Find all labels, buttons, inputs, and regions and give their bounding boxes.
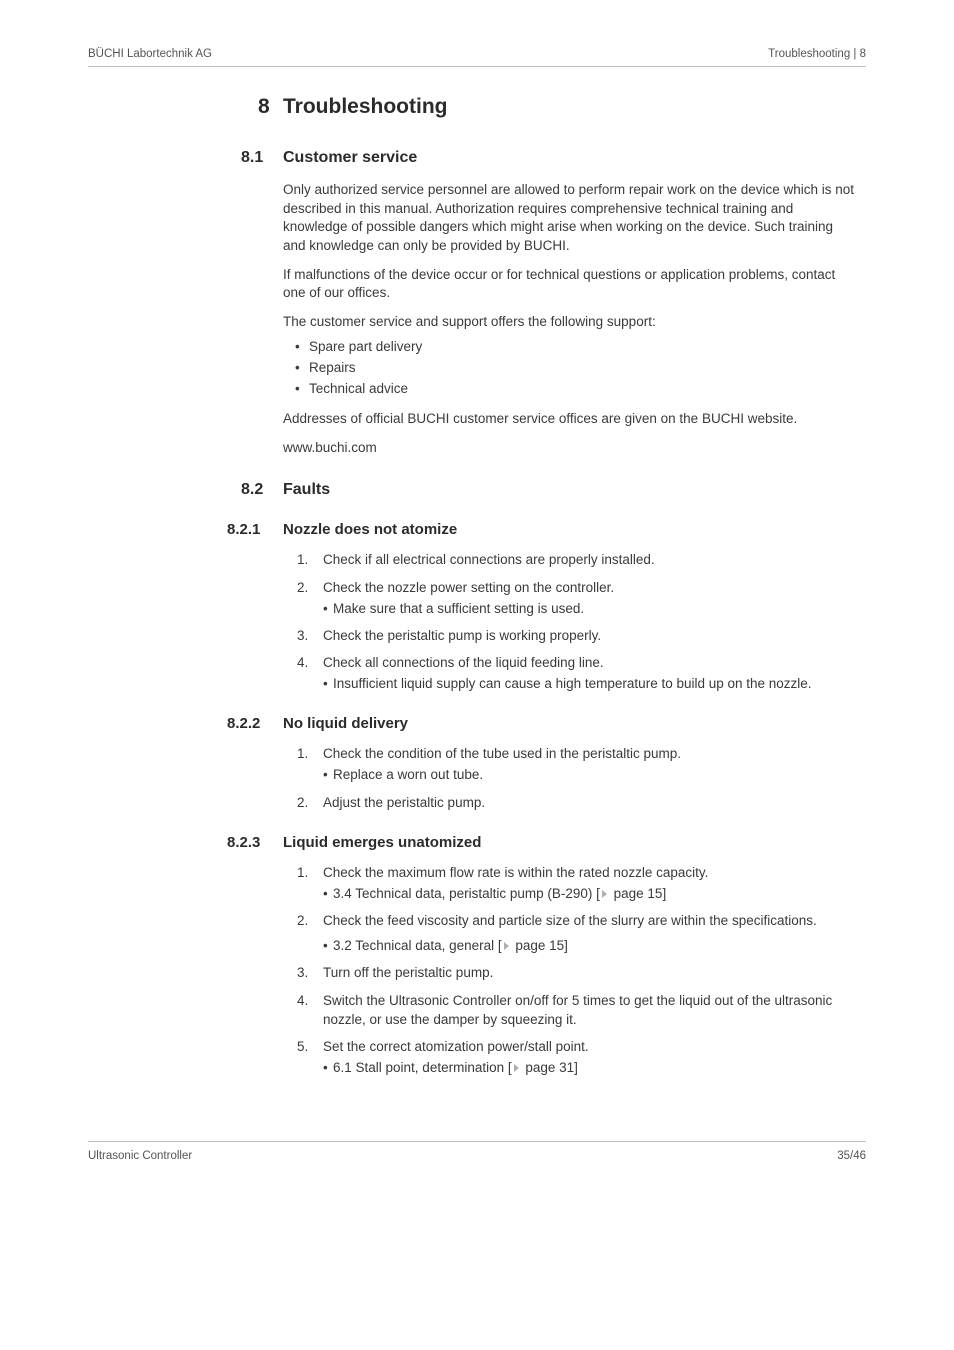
list-item: Technical advice xyxy=(297,379,856,400)
heading-3-title: Liquid emerges unatomized xyxy=(283,834,481,851)
list-item-text: Turn off the peristaltic pump. xyxy=(323,965,493,980)
sub-bullet: •Replace a worn out tube. xyxy=(323,765,856,784)
sub-bullet: • 6.1 Stall point, determination [ page … xyxy=(323,1058,856,1077)
heading-3-title: Nozzle does not atomize xyxy=(283,521,457,538)
footer-right: 35/46 xyxy=(837,1150,866,1162)
sub-bullet-text: Replace a worn out tube. xyxy=(333,765,483,784)
footer-left: Ultrasonic Controller xyxy=(88,1150,192,1162)
sub-bullet-text: Insufficient liquid supply can cause a h… xyxy=(333,674,812,693)
sub-bullet: • 3.2 Technical data, general [ page 15] xyxy=(323,936,856,955)
list-item: Adjust the peristaltic pump. xyxy=(297,793,856,812)
ref-text: page 15] xyxy=(610,886,666,901)
heading-2-title: Customer service xyxy=(283,149,417,167)
list-item: Check the peristaltic pump is working pr… xyxy=(297,626,856,645)
list-item: Check the feed viscosity and particle si… xyxy=(297,911,856,955)
ref-text: 3.4 Technical data, peristaltic pump (B-… xyxy=(333,886,600,901)
list-item: Spare part delivery xyxy=(297,337,856,358)
paragraph: The customer service and support offers … xyxy=(283,313,856,332)
cross-reference[interactable]: 3.4 Technical data, peristaltic pump (B-… xyxy=(333,884,666,903)
header-left: BÜCHI Labortechnik AG xyxy=(88,48,212,60)
heading-2-faults: 8.2 Faults xyxy=(241,481,856,499)
heading-3-number: 8.2.2 xyxy=(227,715,283,732)
cross-reference[interactable]: 6.1 Stall point, determination [ page 31… xyxy=(333,1058,578,1077)
heading-2-number: 8.1 xyxy=(241,149,283,167)
heading-2-title: Faults xyxy=(283,481,330,499)
list-item-text: Check the condition of the tube used in … xyxy=(323,746,681,761)
triangle-icon xyxy=(504,942,509,950)
ordered-list: Check the condition of the tube used in … xyxy=(297,744,856,811)
list-item-text: Switch the Ultrasonic Controller on/off … xyxy=(323,993,832,1027)
ref-text: page 15] xyxy=(512,938,568,953)
page-footer: Ultrasonic Controller 35/46 xyxy=(88,1141,866,1162)
sub-bullet: •Make sure that a sufficient setting is … xyxy=(323,599,856,618)
ordered-list: Check the maximum flow rate is within th… xyxy=(297,863,856,1077)
list-item-text: Check the peristaltic pump is working pr… xyxy=(323,628,601,643)
heading-3-unatomized: 8.2.3 Liquid emerges unatomized xyxy=(227,834,856,851)
list-item: Check the condition of the tube used in … xyxy=(297,744,856,784)
list-item-text: Check if all electrical connections are … xyxy=(323,552,655,567)
list-item: Check the nozzle power setting on the co… xyxy=(297,578,856,618)
list-item: Switch the Ultrasonic Controller on/off … xyxy=(297,991,856,1029)
heading-3-no-liquid: 8.2.2 No liquid delivery xyxy=(227,715,856,732)
list-item: Check if all electrical connections are … xyxy=(297,550,856,569)
sub-bullet-text: Make sure that a sufficient setting is u… xyxy=(333,599,584,618)
paragraph: Only authorized service personnel are al… xyxy=(283,181,856,256)
list-item: Repairs xyxy=(297,358,856,379)
heading-2-customer-service: 8.1 Customer service xyxy=(241,149,856,167)
heading-1-number: 8 xyxy=(258,95,283,119)
list-item-text: Check all connections of the liquid feed… xyxy=(323,655,604,670)
heading-2-number: 8.2 xyxy=(241,481,283,499)
paragraph: If malfunctions of the device occur or f… xyxy=(283,266,856,303)
list-item: Check the maximum flow rate is within th… xyxy=(297,863,856,903)
list-item-text: Check the feed viscosity and particle si… xyxy=(323,913,817,928)
triangle-icon xyxy=(602,890,607,898)
ref-text: 3.2 Technical data, general [ xyxy=(333,938,502,953)
list-item-text: Check the maximum flow rate is within th… xyxy=(323,865,708,880)
list-item-text: Set the correct atomization power/stall … xyxy=(323,1039,589,1054)
heading-3-number: 8.2.3 xyxy=(227,834,283,851)
heading-1-title: Troubleshooting xyxy=(283,95,447,119)
list-item-text: Check the nozzle power setting on the co… xyxy=(323,580,614,595)
sub-bullet: •Insufficient liquid supply can cause a … xyxy=(323,674,856,693)
heading-3-number: 8.2.1 xyxy=(227,521,283,538)
bullet-list: Spare part delivery Repairs Technical ad… xyxy=(297,337,856,400)
list-item-text: Adjust the peristaltic pump. xyxy=(323,795,485,810)
header-right: Troubleshooting | 8 xyxy=(768,48,866,60)
list-item: Turn off the peristaltic pump. xyxy=(297,963,856,982)
triangle-icon xyxy=(514,1064,519,1072)
sub-bullet: • 3.4 Technical data, peristaltic pump (… xyxy=(323,884,856,903)
cross-reference[interactable]: 3.2 Technical data, general [ page 15] xyxy=(333,936,568,955)
heading-1: 8 Troubleshooting xyxy=(258,95,856,119)
ordered-list: Check if all electrical connections are … xyxy=(297,550,856,693)
page-content: 8 Troubleshooting 8.1 Customer service O… xyxy=(88,95,866,1077)
heading-3-nozzle: 8.2.1 Nozzle does not atomize xyxy=(227,521,856,538)
heading-3-title: No liquid delivery xyxy=(283,715,408,732)
ref-text: page 31] xyxy=(522,1060,578,1075)
list-item: Set the correct atomization power/stall … xyxy=(297,1037,856,1077)
website-link[interactable]: www.buchi.com xyxy=(283,439,856,458)
list-item: Check all connections of the liquid feed… xyxy=(297,653,856,693)
paragraph: Addresses of official BUCHI customer ser… xyxy=(283,410,856,429)
page-header: BÜCHI Labortechnik AG Troubleshooting | … xyxy=(88,48,866,67)
ref-text: 6.1 Stall point, determination [ xyxy=(333,1060,512,1075)
